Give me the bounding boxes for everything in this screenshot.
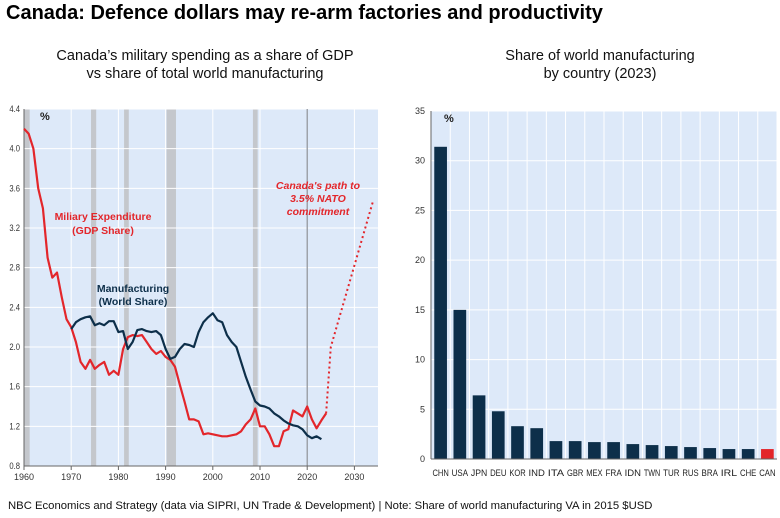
x-tick-label: ITA: [548, 468, 564, 478]
bar-IND: [530, 428, 544, 459]
y-tick-label: 20: [415, 255, 425, 265]
y-tick-label: 2.4: [9, 302, 20, 313]
x-tick-label: CHN: [432, 468, 448, 478]
series-line-0: [23, 128, 328, 448]
y-tick-label: 4.0: [9, 143, 20, 154]
recession-band: [124, 109, 129, 466]
y-tick-label: 2.0: [9, 341, 20, 352]
bar-USA: [453, 309, 467, 459]
y-tick-label: 3.6: [9, 183, 20, 194]
annotation-nato-path: 3.5% NATO: [290, 193, 346, 205]
bar-MEX: [588, 442, 601, 459]
recession-band: [24, 109, 30, 466]
y-tick-label: 0: [420, 454, 425, 464]
bar-TWN: [645, 445, 659, 459]
y-tick-label: 4.4: [9, 103, 20, 114]
series-label-military: (GDP Share): [72, 225, 134, 237]
y-tick-label: 35: [415, 106, 425, 116]
x-tick-label: 1970: [61, 472, 81, 482]
bar-CHN: [434, 146, 447, 459]
right-chart-title: Share of world manufacturing by country …: [420, 47, 780, 83]
x-tick-label: FRA: [605, 468, 621, 478]
x-tick-label: CAN: [759, 468, 775, 478]
y-tick-label: 3.2: [9, 222, 20, 233]
y-tick-label: 15: [415, 305, 425, 315]
bar-TUR: [664, 446, 678, 459]
left-title-line2: vs share of total world manufacturing: [86, 66, 324, 82]
x-tick-label: GBR: [567, 468, 584, 478]
x-tick-label: BRA: [702, 468, 718, 478]
x-tick-label: 2010: [250, 472, 270, 482]
x-tick-label: IND: [529, 468, 546, 478]
bar-JPN: [472, 395, 486, 459]
x-tick-label: 2000: [203, 472, 223, 482]
bar-IRL: [722, 449, 736, 459]
x-tick-label: 2020: [297, 472, 317, 482]
y-tick-label: 30: [415, 156, 425, 166]
y-tick-label: 1.6: [9, 381, 20, 392]
x-tick-label: CHE: [740, 468, 756, 478]
series-label-manufacturing: Manufacturing: [97, 283, 169, 295]
annotation-nato-path: commitment: [287, 206, 350, 218]
bar-RUS: [684, 447, 697, 459]
bar-GBR: [568, 441, 582, 459]
unit-label: %: [444, 113, 454, 125]
x-tick-label: IRL: [721, 468, 737, 478]
x-tick-label: TUR: [663, 468, 680, 478]
unit-label: %: [40, 111, 50, 123]
y-tick-label: 25: [415, 205, 425, 215]
x-tick-label: RUS: [682, 468, 698, 478]
page-title: Canada: Defence dollars may re-arm facto…: [6, 2, 603, 24]
series-label-military: Miliary Expenditure: [55, 211, 152, 223]
series-line-1: [70, 312, 322, 441]
left-title-line1: Canada’s military spending as a share of…: [56, 48, 354, 64]
x-tick-label: DEU: [490, 468, 506, 478]
x-tick-label: 2030: [344, 472, 364, 482]
right-title-line1: Share of world manufacturing: [505, 48, 695, 64]
x-tick-label: KOR: [509, 468, 526, 478]
series-line-2: [325, 199, 375, 414]
x-tick-label: IDN: [625, 468, 641, 478]
y-tick-label: 5: [420, 404, 425, 414]
bar-FRA: [607, 442, 620, 459]
bar-CAN: [761, 449, 774, 459]
bar-BRA: [703, 448, 717, 459]
x-tick-label: 1980: [108, 472, 128, 482]
y-tick-label: 1.2: [9, 421, 20, 432]
x-tick-label: 1990: [156, 472, 176, 482]
x-tick-label: MEX: [586, 468, 602, 478]
recession-band: [91, 109, 97, 466]
bar-IDN: [626, 444, 640, 459]
bar-DEU: [491, 411, 505, 459]
y-tick-label: 0.8: [9, 460, 20, 471]
annotation-nato-path: Canada's path to: [276, 180, 361, 192]
recession-band: [166, 109, 176, 466]
plot-background: [24, 109, 378, 466]
y-tick-label: 10: [415, 355, 425, 365]
footer-note: NBC Economics and Strategy (data via SIP…: [8, 500, 653, 512]
x-tick-label: JPN: [471, 468, 487, 478]
series-label-manufacturing: (World Share): [99, 296, 168, 308]
bar-ITA: [549, 441, 563, 459]
x-tick-label: 1960: [14, 472, 34, 482]
left-chart-title: Canada’s military spending as a share of…: [20, 47, 390, 83]
right-title-line2: by country (2023): [543, 66, 657, 82]
bar-CHE: [741, 449, 755, 459]
x-tick-label: TWN: [644, 468, 660, 478]
bar-KOR: [511, 426, 524, 459]
x-tick-label: USA: [452, 468, 468, 478]
y-tick-label: 2.8: [9, 262, 20, 273]
recession-band: [252, 109, 258, 466]
